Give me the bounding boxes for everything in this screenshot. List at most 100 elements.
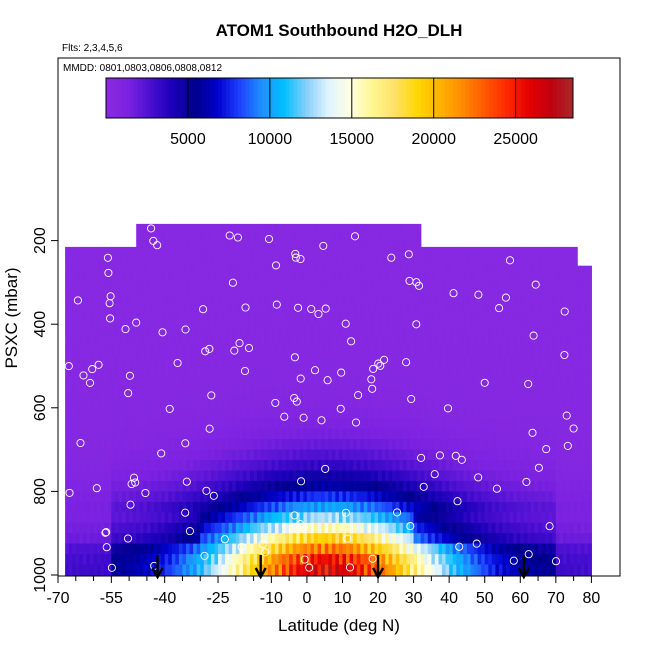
heatmap-cell	[417, 223, 422, 231]
heatmap-cell	[310, 240, 315, 252]
heatmap-cell	[463, 564, 468, 576]
heatmap-cell	[157, 376, 162, 388]
heatmap-cell	[506, 386, 511, 398]
heatmap-cell	[388, 271, 393, 283]
heatmap-cell	[530, 480, 536, 492]
heatmap-cell	[434, 501, 440, 513]
heatmap-cell	[530, 407, 536, 419]
heatmap-cell	[75, 522, 80, 534]
heatmap-cell	[459, 386, 464, 398]
heatmap-cell	[534, 271, 539, 283]
heatmap-cell	[257, 554, 262, 566]
heatmap-cell	[282, 366, 287, 378]
heatmap-cell	[360, 271, 365, 283]
heatmap-cell	[271, 223, 276, 231]
heatmap-cell	[182, 554, 187, 566]
heatmap-cell	[264, 292, 269, 304]
heatmap-cell	[516, 533, 521, 545]
heatmap-cell	[516, 449, 521, 461]
heatmap-cell	[559, 460, 564, 472]
heatmap-cell	[90, 292, 95, 304]
heatmap-cell	[577, 313, 582, 325]
heatmap-cell	[573, 522, 578, 534]
heatmap-cell	[566, 522, 571, 534]
heatmap-cell	[122, 282, 127, 294]
heatmap-cell	[360, 376, 365, 388]
heatmap-cell	[317, 282, 322, 294]
heatmap-cell	[541, 564, 546, 576]
heatmap-cell	[527, 324, 532, 336]
heatmap-cell	[150, 376, 155, 388]
heatmap-cell	[306, 522, 312, 534]
heatmap-cell	[143, 386, 148, 398]
heatmap-cell	[171, 512, 176, 524]
heatmap-cell	[225, 501, 230, 513]
heatmap-cell	[157, 397, 162, 409]
heatmap-cell	[146, 554, 152, 566]
heatmap-cell	[374, 230, 379, 242]
heatmap-cell	[442, 282, 447, 294]
heatmap-cell	[353, 522, 358, 534]
heatmap-cell	[82, 246, 88, 252]
heatmap-cell	[459, 428, 464, 440]
heatmap-cell	[530, 324, 536, 336]
heatmap-cell	[129, 480, 134, 492]
heatmap-cell	[434, 366, 440, 378]
heatmap-cell	[168, 324, 173, 336]
data-point	[182, 477, 191, 486]
heatmap-cell	[506, 439, 511, 451]
heatmap-cell	[164, 261, 169, 273]
heatmap-cell	[97, 522, 102, 534]
heatmap-cell	[370, 449, 376, 461]
heatmap-cell	[182, 230, 187, 242]
heatmap-cell	[477, 397, 482, 409]
heatmap-cell	[449, 261, 454, 273]
heatmap-cell	[136, 407, 141, 419]
heatmap-cell	[196, 428, 201, 440]
heatmap-cell	[552, 355, 557, 367]
heatmap-cell	[264, 303, 269, 315]
heatmap-cell	[136, 376, 141, 388]
heatmap-cell	[186, 271, 191, 283]
heatmap-cell	[395, 470, 400, 482]
heatmap-cell	[410, 376, 415, 388]
heatmap-cell	[157, 512, 162, 524]
heatmap-cell	[424, 386, 429, 398]
heatmap-cell	[374, 282, 379, 294]
heatmap-cell	[200, 261, 205, 273]
heatmap-cell	[132, 366, 137, 378]
heatmap-cell	[310, 386, 315, 398]
heatmap-cell	[545, 449, 550, 461]
heatmap-cell	[434, 397, 440, 409]
heatmap-cell	[530, 460, 536, 472]
heatmap-cell	[296, 376, 301, 388]
heatmap-cell	[100, 246, 105, 252]
heatmap-cell	[178, 491, 184, 503]
heatmap-cell	[65, 282, 70, 294]
heatmap-cell	[132, 564, 137, 576]
heatmap-cell	[495, 292, 500, 304]
heatmap-cell	[285, 397, 290, 409]
heatmap-cell	[271, 397, 276, 409]
heatmap-cell	[506, 543, 511, 555]
heatmap-cell	[516, 407, 521, 419]
heatmap-cell	[221, 386, 226, 398]
heatmap-cell	[353, 251, 358, 263]
heatmap-cell	[417, 324, 422, 336]
heatmap-cell	[321, 355, 326, 367]
heatmap-cell	[150, 428, 155, 440]
heatmap-cell	[182, 251, 187, 263]
heatmap-cell	[427, 303, 432, 315]
heatmap-cell	[349, 251, 354, 263]
heatmap-cell	[481, 564, 486, 576]
heatmap-cell	[97, 470, 102, 482]
heatmap-cell	[324, 303, 329, 315]
heatmap-cell	[282, 418, 287, 430]
heatmap-cell	[349, 345, 354, 357]
heatmap-cell	[292, 418, 297, 430]
heatmap-cell	[250, 366, 255, 378]
data-point	[569, 424, 578, 433]
heatmap-cell	[235, 386, 240, 398]
heatmap-cell	[310, 292, 315, 304]
heatmap-cell	[164, 491, 169, 503]
